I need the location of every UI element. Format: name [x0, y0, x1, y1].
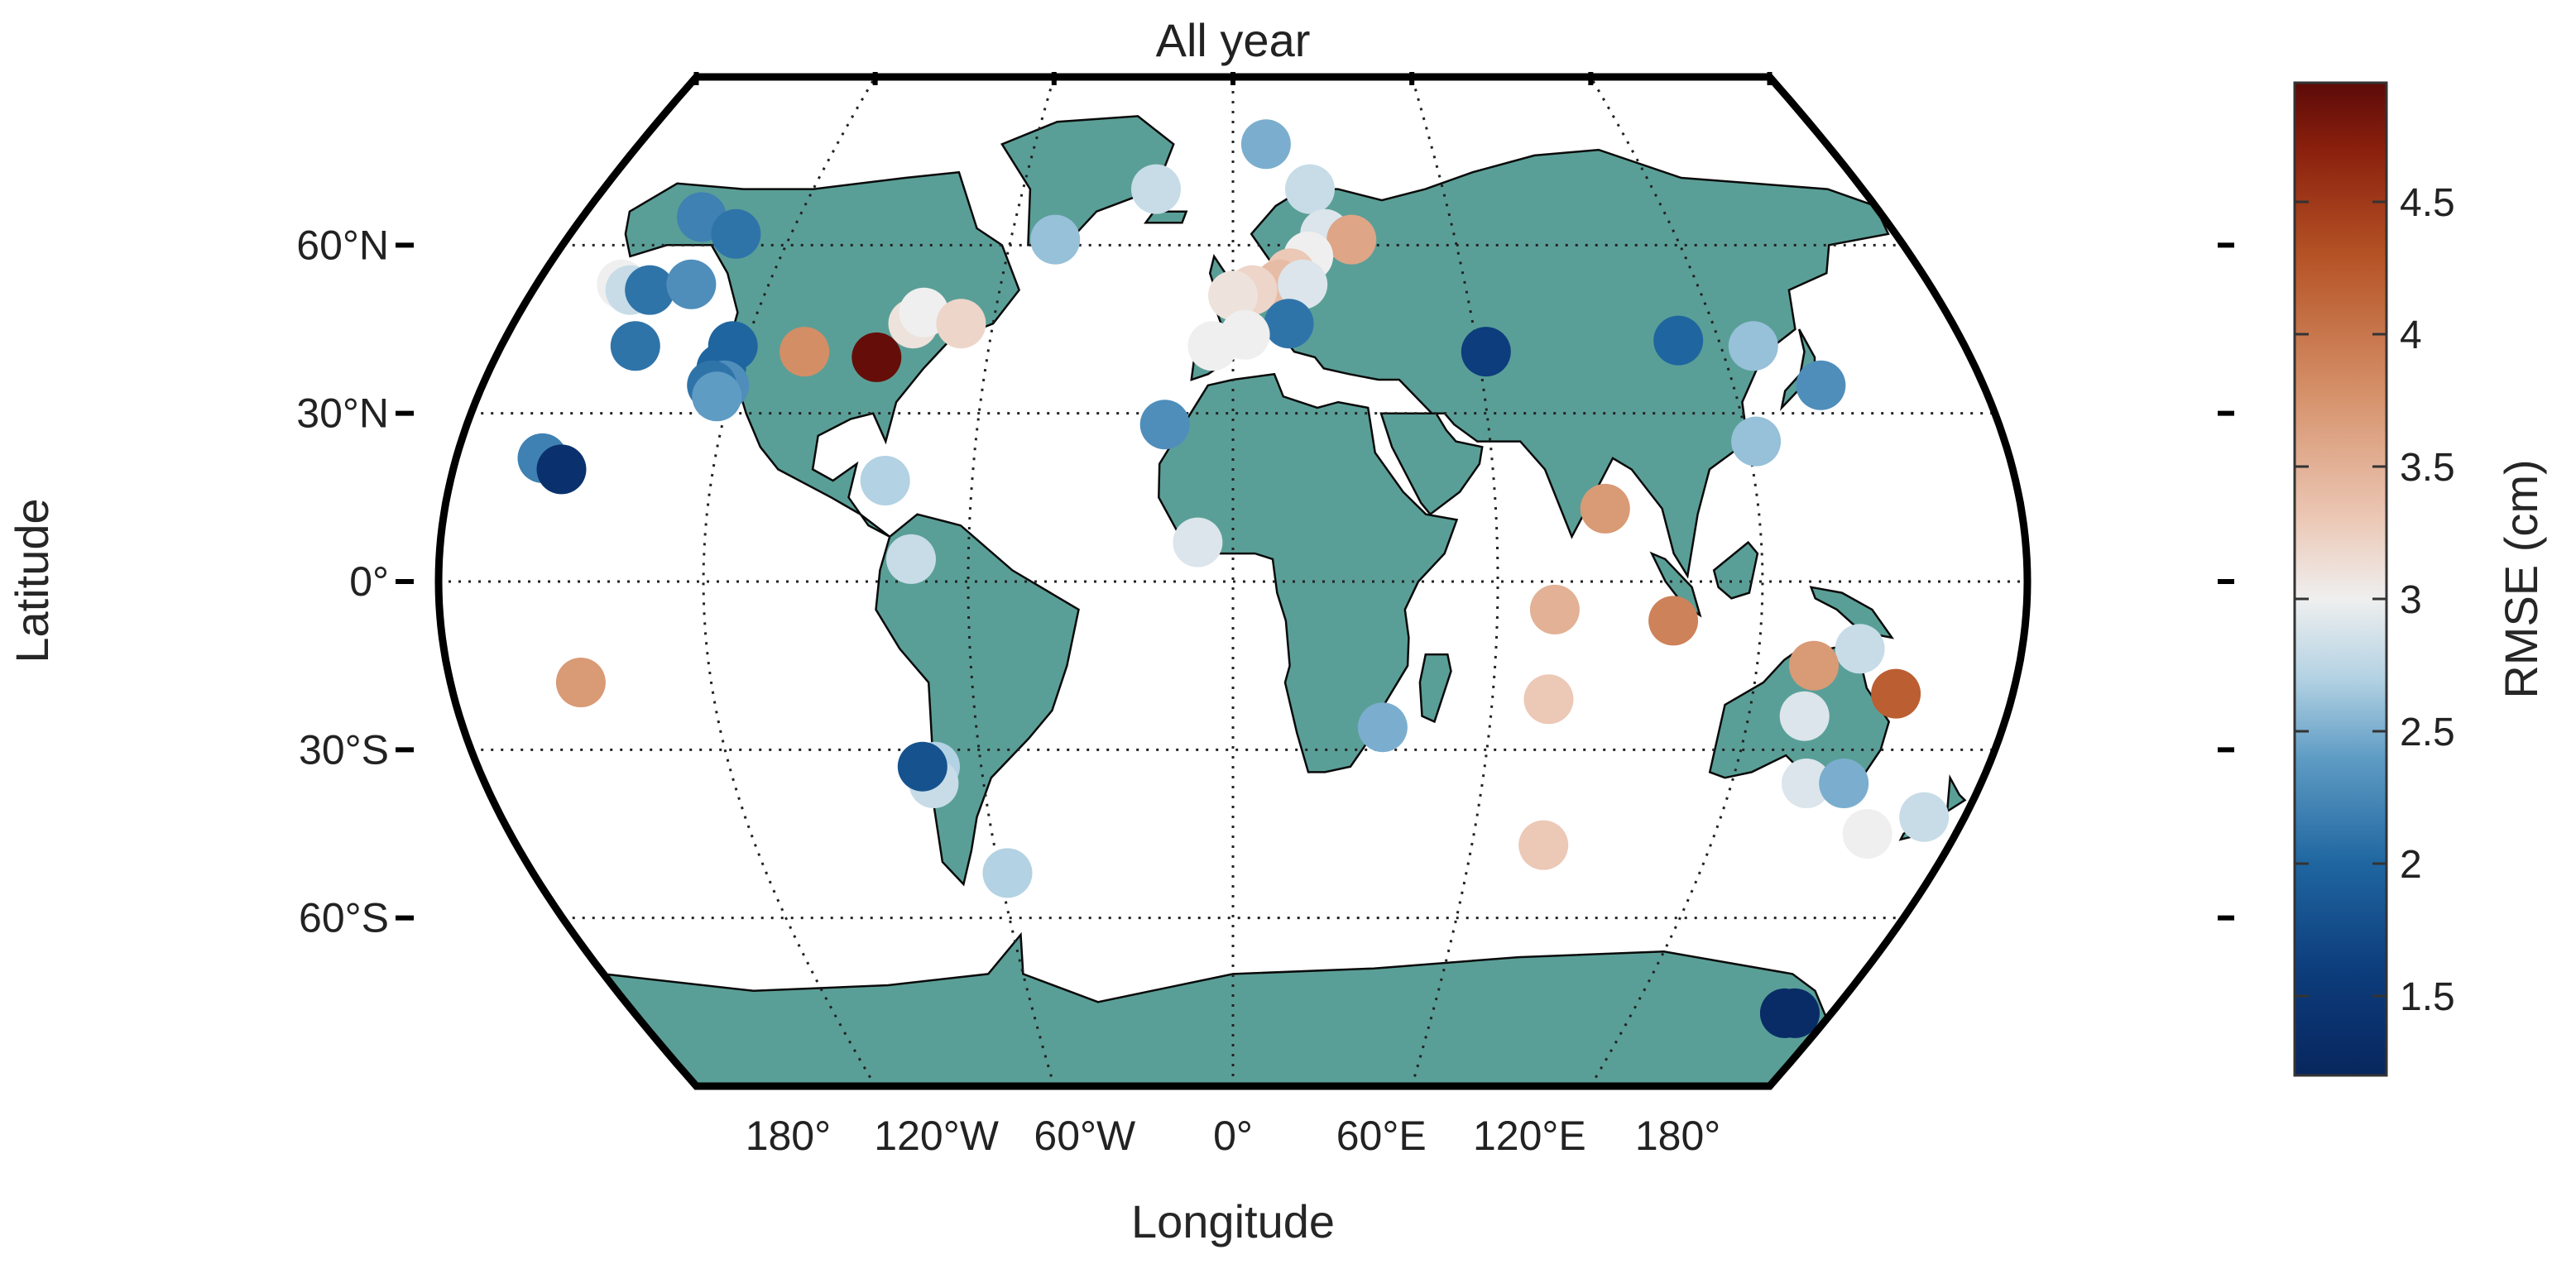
- meridian-line: [1590, 77, 1764, 1086]
- colorbar-tick-label: 2: [2400, 843, 2422, 887]
- station-point[interactable]: [711, 208, 761, 259]
- map-title: All year: [1156, 14, 1311, 66]
- station-point[interactable]: [1835, 624, 1885, 674]
- land-greenland: [1000, 115, 1175, 247]
- station-point[interactable]: [555, 658, 606, 707]
- latitude-tick-label: 0°: [349, 558, 389, 605]
- station-point[interactable]: [1131, 164, 1181, 214]
- longitude-tick-labels: 180° 120°W 60°W 0° 60°E 120°E 180°: [693, 72, 1772, 1159]
- colorbar-tick-label: 3: [2400, 578, 2422, 622]
- station-point[interactable]: [1173, 517, 1223, 567]
- station-point[interactable]: [1187, 321, 1238, 371]
- latitude-tick-label: 30°N: [296, 390, 389, 437]
- land-new-zealand-n: [1945, 773, 1967, 814]
- station-point[interactable]: [1779, 691, 1830, 741]
- land-antarctica: [601, 931, 1829, 1086]
- colorbar-label: RMSE (cm): [2495, 459, 2547, 698]
- station-point[interactable]: [536, 444, 587, 495]
- station-point[interactable]: [1240, 119, 1291, 170]
- station-point[interactable]: [610, 321, 660, 371]
- station-point[interactable]: [860, 456, 910, 505]
- colorbar-tick-labels: 1.5 2 2.5 3 3.5 4 4.5: [2295, 181, 2455, 1019]
- longitude-tick-label: 120°W: [874, 1113, 999, 1159]
- station-point[interactable]: [886, 534, 936, 584]
- station-point[interactable]: [1648, 596, 1699, 646]
- station-point[interactable]: [1728, 321, 1778, 371]
- longitude-tick-label: 60°E: [1336, 1113, 1427, 1159]
- land-iceland: [1144, 210, 1188, 224]
- station-point[interactable]: [625, 265, 675, 315]
- map-area[interactable]: [434, 73, 2032, 1090]
- station-point[interactable]: [1326, 214, 1377, 265]
- station-point[interactable]: [1782, 759, 1831, 808]
- land-arabia: [1379, 412, 1484, 516]
- land-madagascar: [1418, 653, 1452, 724]
- station-point[interactable]: [897, 741, 947, 792]
- land-borneo: [1712, 540, 1759, 600]
- station-point[interactable]: [1139, 400, 1190, 450]
- latitude-tick-label: 60°N: [296, 222, 389, 268]
- longitude-tick-label: 180°: [1635, 1113, 1720, 1159]
- station-point[interactable]: [666, 259, 717, 309]
- colorbar: 1.5 2 2.5 3 3.5 4 4.5 RMSE (cm): [2293, 81, 2547, 1077]
- colorbar-tick-label: 3.5: [2400, 446, 2455, 490]
- station-points: [517, 119, 1950, 1038]
- longitude-tick-label: 180°: [746, 1113, 831, 1159]
- station-point[interactable]: [1899, 792, 1950, 842]
- latitude-tick-label: 30°S: [299, 726, 389, 773]
- meridian-line: [702, 77, 876, 1086]
- station-point[interactable]: [1529, 584, 1580, 634]
- station-point[interactable]: [1357, 702, 1408, 753]
- station-point[interactable]: [1264, 299, 1314, 349]
- land-south-america: [875, 513, 1080, 887]
- colorbar-gradient: [2293, 81, 2388, 1077]
- station-point[interactable]: [1770, 988, 1820, 1038]
- colorbar-tick-label: 4.5: [2400, 181, 2455, 225]
- colorbar-tick-label: 1.5: [2400, 975, 2455, 1019]
- station-point[interactable]: [1871, 668, 1921, 719]
- station-point[interactable]: [1789, 640, 1839, 691]
- station-point[interactable]: [1285, 164, 1335, 214]
- station-point[interactable]: [982, 848, 1033, 898]
- station-point[interactable]: [851, 332, 902, 382]
- station-point[interactable]: [1278, 259, 1328, 309]
- longitude-tick-label: 0°: [1213, 1113, 1253, 1159]
- colorbar-tick-label: 2.5: [2400, 711, 2455, 754]
- station-point[interactable]: [780, 327, 830, 377]
- station-point[interactable]: [1819, 759, 1869, 808]
- station-point[interactable]: [1731, 416, 1782, 467]
- latitude-tick-label: 60°S: [299, 895, 389, 941]
- y-axis-title: Latitude: [6, 498, 58, 663]
- station-point[interactable]: [1208, 271, 1258, 321]
- station-point[interactable]: [1461, 327, 1511, 377]
- station-point[interactable]: [692, 371, 742, 422]
- colorbar-tick-label: 4: [2400, 314, 2422, 357]
- station-point[interactable]: [1653, 315, 1704, 366]
- longitude-tick-label: 60°W: [1034, 1113, 1136, 1159]
- station-point[interactable]: [1518, 820, 1569, 870]
- land-africa: [1158, 372, 1459, 773]
- x-axis-title: Longitude: [1131, 1195, 1335, 1247]
- longitude-tick-label: 120°E: [1473, 1113, 1586, 1159]
- station-point[interactable]: [1580, 483, 1630, 534]
- latitude-tick-labels: 60°N 30°N 0° 30°S 60°S: [296, 222, 2234, 941]
- station-point[interactable]: [1523, 674, 1574, 725]
- station-point[interactable]: [936, 299, 986, 349]
- station-point[interactable]: [1030, 214, 1081, 265]
- station-point[interactable]: [1842, 809, 1892, 859]
- land-sumatra: [1649, 551, 1702, 618]
- station-point[interactable]: [1796, 360, 1846, 410]
